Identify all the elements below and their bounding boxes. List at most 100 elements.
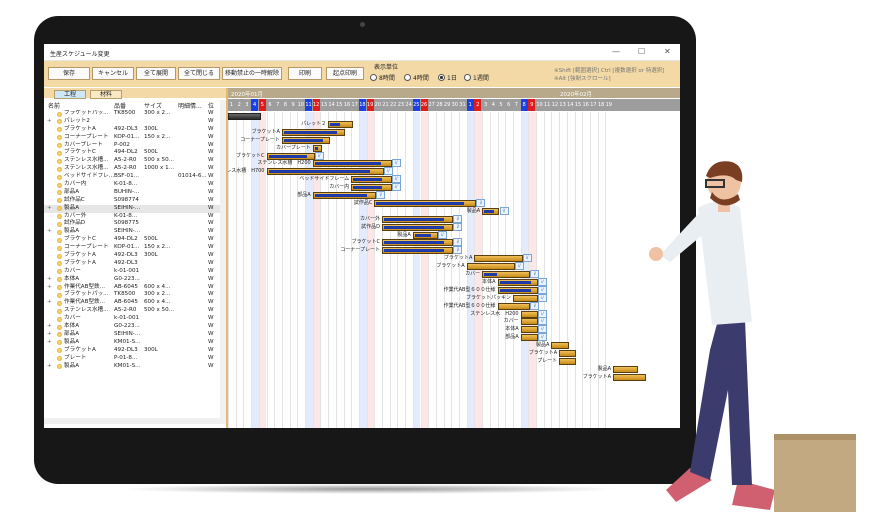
table-row[interactable]: カバー外 K-01-8... W — [44, 213, 226, 221]
table-row[interactable]: ステンレス水槽... A5-2-R0 1000 x 1... W — [44, 165, 226, 173]
table-row[interactable]: + 本体A G0-223... W — [44, 323, 226, 331]
task-bar[interactable] — [466, 263, 515, 271]
task-bar[interactable] — [382, 223, 454, 231]
expand-toggle[interactable]: + — [47, 323, 52, 330]
table-row[interactable]: ステンレス水槽... A5-2-R0 500 x 50... W — [44, 157, 226, 165]
task-bar[interactable] — [328, 120, 354, 128]
table-row[interactable]: + パレット2 W — [44, 118, 226, 126]
collapse-all-button[interactable]: 全て閉じる — [178, 67, 220, 80]
task-bar[interactable] — [551, 342, 569, 350]
document-icon[interactable]: i/ — [530, 301, 540, 310]
col-code[interactable]: 品番 — [114, 103, 127, 110]
table-row[interactable]: カバープレート P-002 W — [44, 142, 226, 150]
document-icon[interactable]: i/ — [453, 222, 463, 231]
task-bar[interactable] — [374, 199, 477, 207]
close-button[interactable]: ✕ — [664, 47, 671, 56]
cancel-button[interactable]: キャンセル — [92, 67, 134, 80]
unit-radio-8h[interactable]: 8時間 — [370, 73, 395, 82]
task-bar[interactable] — [281, 136, 331, 144]
tab-process[interactable]: 工程 — [54, 90, 86, 99]
document-icon[interactable]: i/ — [391, 175, 401, 184]
document-icon[interactable]: i/ — [391, 183, 401, 192]
save-button[interactable]: 保存 — [48, 67, 90, 80]
task-bar[interactable] — [520, 310, 538, 318]
col-detail[interactable]: 明細情... — [178, 103, 202, 110]
task-bar[interactable] — [281, 128, 346, 136]
table-row[interactable]: ブラケットA 492-DL3 300L W — [44, 252, 226, 260]
unit-radio-4h[interactable]: 4時間 — [404, 73, 429, 82]
task-bar[interactable] — [482, 207, 500, 215]
task-bar[interactable] — [382, 239, 454, 247]
task-bar[interactable] — [312, 160, 392, 168]
maximize-button[interactable]: ☐ — [638, 47, 646, 56]
task-bar[interactable] — [351, 176, 392, 184]
table-row[interactable]: 部品A BUHIN-... W — [44, 189, 226, 197]
unit-radio-1d[interactable]: 1日 — [438, 73, 457, 82]
document-icon[interactable]: i/ — [437, 230, 447, 239]
task-bar[interactable] — [497, 278, 538, 286]
expand-toggle[interactable]: + — [47, 338, 52, 345]
table-row[interactable]: 試作品C S098774 W — [44, 197, 226, 205]
col-name[interactable]: 名前 — [48, 103, 61, 110]
document-icon[interactable]: i/ — [314, 151, 324, 160]
expand-toggle[interactable]: + — [47, 117, 52, 124]
table-row[interactable]: カバー k-01-001 W — [44, 268, 226, 276]
table-row[interactable]: + 製品A SEIHIN-... W — [44, 204, 226, 213]
document-icon[interactable]: i/ — [538, 277, 547, 286]
horizontal-scrollbar[interactable] — [44, 418, 226, 424]
unlock-move-button[interactable]: 移動禁止の一時解除 — [222, 67, 282, 80]
task-bar[interactable] — [312, 144, 323, 152]
table-row[interactable]: コーナープレート KOP-01... 150 x 2... W — [44, 134, 226, 142]
task-bar[interactable] — [497, 302, 531, 310]
tab-material[interactable]: 材料 — [90, 90, 122, 99]
task-bar[interactable] — [520, 334, 538, 342]
document-icon[interactable]: i/ — [538, 285, 547, 294]
task-bar[interactable] — [613, 373, 646, 381]
document-icon[interactable]: i/ — [391, 159, 401, 168]
table-row[interactable]: + 製品A SEIHIN-... W — [44, 228, 226, 236]
task-bar[interactable] — [512, 294, 538, 302]
table-row[interactable]: ブラケットA 492-DL3 W — [44, 260, 226, 268]
document-icon[interactable]: i/ — [538, 317, 547, 326]
expand-toggle[interactable]: + — [47, 228, 52, 235]
table-row[interactable]: ブラケットパッ... TK8500 300 x 2... W — [44, 291, 226, 299]
table-row[interactable]: プレート P-01-8... W — [44, 355, 226, 363]
table-row[interactable]: + 部品A SEIHIN-... W — [44, 331, 226, 339]
table-row[interactable]: コーナープレート KOP-01... 150 x 2... W — [44, 244, 226, 252]
document-icon[interactable]: i/ — [538, 309, 547, 318]
document-icon[interactable]: i/ — [384, 167, 393, 176]
expand-toggle[interactable]: + — [47, 330, 52, 337]
print-button[interactable]: 印刷 — [288, 67, 322, 80]
document-icon[interactable]: i/ — [376, 191, 386, 199]
task-bar[interactable] — [497, 286, 538, 294]
task-bar[interactable] — [482, 271, 531, 278]
gantt-body[interactable]: パレット２ ブラケットA コーナープレート カバープレート ブラケットC i/ステンレス水… — [228, 112, 680, 428]
task-bar[interactable] — [382, 247, 454, 255]
task-bar[interactable] — [559, 350, 577, 357]
expand-toggle[interactable]: + — [47, 299, 52, 306]
task-bar[interactable] — [266, 168, 384, 176]
table-row[interactable]: カバー内 K-01-8... W — [44, 181, 226, 189]
minimize-button[interactable]: — — [612, 47, 620, 56]
task-bar[interactable] — [520, 318, 538, 326]
expand-toggle[interactable]: + — [47, 362, 52, 369]
document-icon[interactable]: i/ — [453, 214, 463, 223]
expand-toggle[interactable]: + — [47, 275, 52, 282]
document-icon[interactable]: i/ — [514, 262, 524, 271]
table-row[interactable]: + 作業代AB型鉄... AB-6045 600 x 4... W — [44, 299, 226, 307]
task-bar[interactable] — [412, 231, 438, 239]
document-icon[interactable]: i/ — [499, 206, 509, 215]
table-row[interactable]: ブラケットA 492-DL3 300L W — [44, 347, 226, 355]
document-icon[interactable]: i/ — [453, 238, 463, 247]
table-row[interactable]: + 製品A KM01-S... W — [44, 339, 226, 347]
document-icon[interactable]: i/ — [476, 198, 486, 207]
table-row[interactable]: ブラケットA 492-DL3 300L W — [44, 126, 226, 134]
task-bar[interactable] — [613, 365, 639, 373]
vertical-scrollbar[interactable] — [220, 100, 226, 418]
table-row[interactable]: ブラケットC 494-DL2 500L W — [44, 149, 226, 157]
task-bar[interactable] — [266, 152, 315, 160]
document-icon[interactable]: i/ — [538, 293, 547, 302]
table-row[interactable]: + 製品A KM01-S... W — [44, 363, 226, 371]
origin-print-button[interactable]: 起点印刷 — [326, 67, 364, 80]
task-bar[interactable] — [559, 357, 577, 365]
